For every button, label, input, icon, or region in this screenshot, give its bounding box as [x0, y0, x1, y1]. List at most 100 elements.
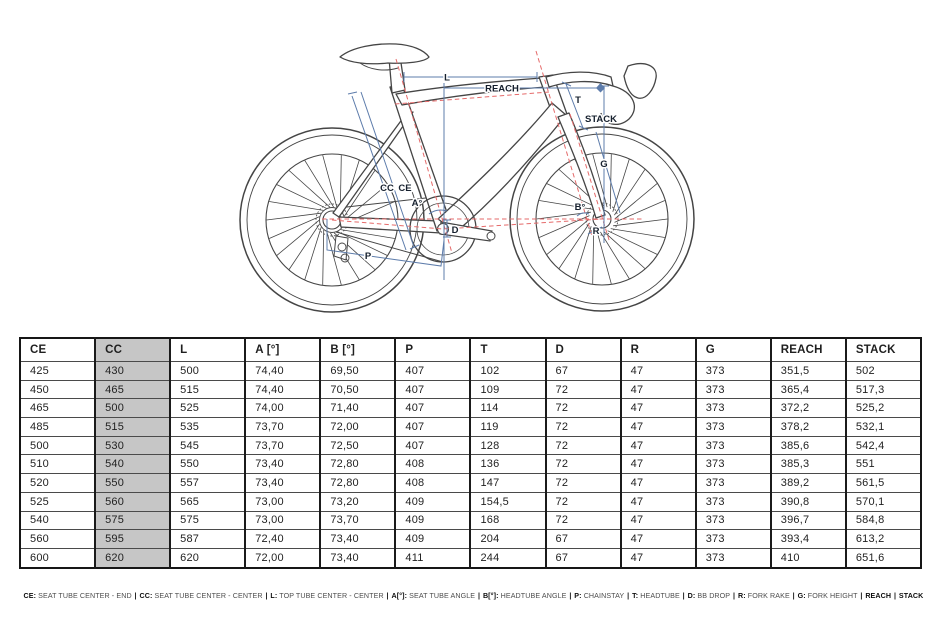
geometry-cell: 393,4 [769, 529, 846, 549]
table-row: 465 500 525 74,00 71,40 407 114 72 47 373 372,2 525… [20, 398, 921, 418]
geometry-cell: 373 [694, 435, 771, 455]
geometry-cell: 47 [619, 361, 696, 381]
legend-label: SEAT TUBE CENTER - END [38, 591, 132, 600]
label-l: L [444, 73, 450, 84]
geometry-cell: 510 [20, 454, 96, 474]
geometry-cell: 67 [544, 361, 621, 381]
geometry-cell: 373 [694, 417, 771, 437]
geometry-cell: 72 [544, 398, 621, 418]
geometry-cell: 114 [469, 398, 546, 418]
geometry-cell: 73,40 [244, 454, 321, 474]
geometry-cell: 530 [94, 435, 171, 455]
geometry-cell: 373 [694, 510, 771, 530]
table-row: 600 620 620 72,00 73,40 411 244 67 47 373 410 651,6 [20, 547, 921, 568]
geometry-cell: 47 [619, 529, 696, 549]
geometry-cell: 561,5 [844, 473, 921, 493]
geometry-cell: 525 [169, 398, 246, 418]
geometry-cell: 74,00 [244, 398, 321, 418]
geometry-cell: 128 [469, 435, 546, 455]
geometry-cell: 244 [469, 547, 546, 568]
geometry-cell: 47 [619, 547, 696, 568]
geometry-cell: 550 [169, 454, 246, 474]
geometry-cell: 485 [20, 417, 96, 437]
geometry-cell: 450 [20, 379, 96, 399]
geometry-cell: 67 [544, 529, 621, 549]
geometry-cell: 73,40 [319, 529, 396, 549]
geometry-table-header: CE CC L A [°] B [°] P T D R G REACH STACK [20, 338, 921, 362]
geometry-cell: 373 [694, 361, 771, 381]
handlebar-top [545, 71, 614, 88]
legend-key: P: [574, 591, 582, 600]
geometry-cell: 73,00 [244, 491, 321, 511]
legend-key: CE: [23, 591, 37, 600]
legend-separator: | [860, 591, 863, 600]
geometry-cell: 102 [469, 361, 546, 381]
geometry-cell: 409 [394, 529, 471, 549]
geometry-cell: 411 [394, 547, 471, 568]
legend-key: R: [737, 591, 746, 600]
geometry-cell: 72,00 [244, 547, 321, 568]
geometry-cell: 47 [619, 454, 696, 474]
legend-key: B[°]: [482, 591, 499, 600]
geometry-cell: 72,00 [319, 417, 396, 437]
handlebar-drop [600, 85, 635, 126]
geometry-cell: 73,70 [244, 417, 321, 437]
headtube-measure [561, 81, 589, 131]
geometry-cell: 651,6 [844, 547, 921, 568]
legend-label: HEADTUBE ANGLE [500, 591, 567, 600]
legend-separator: | [386, 591, 389, 600]
geometry-cell: 372,2 [769, 398, 846, 418]
geometry-cell: 136 [469, 454, 546, 474]
head-angle-arc [576, 212, 590, 217]
column-header-R: R [619, 338, 696, 362]
geometry-cell: 620 [94, 547, 171, 568]
geometry-cell: 72 [544, 491, 621, 511]
legend-separator: | [893, 591, 897, 600]
geometry-cell: 72 [544, 454, 621, 474]
pedal-spindle [486, 231, 496, 241]
geometry-cell: 47 [619, 398, 696, 418]
geometry-cell: 373 [694, 379, 771, 399]
geometry-cell: 72 [544, 417, 621, 437]
geometry-cell: 407 [394, 435, 471, 455]
geometry-cell: 72,80 [319, 454, 396, 474]
table-row: 500 530 545 73,70 72,50 407 128 72 47 373 385,6 542… [20, 435, 921, 455]
geometry-cell: 502 [844, 361, 921, 381]
column-header-STACK: STACK [844, 338, 921, 362]
geometry-cell: 373 [694, 454, 771, 474]
top-tube [395, 77, 547, 106]
geometry-cell: 407 [394, 379, 471, 399]
column-header-D: D [544, 338, 621, 362]
geometry-cell: 613,2 [844, 529, 921, 549]
seat-tube-axis [395, 58, 453, 254]
legend-separator: | [733, 591, 736, 600]
legend-label: FORK RAKE [747, 591, 790, 600]
l-line [403, 72, 538, 82]
geometry-cell: 378,2 [769, 417, 846, 437]
legend-key: G: [797, 591, 806, 600]
geometry-cell: 535 [169, 417, 246, 437]
geometry-cell: 407 [394, 361, 471, 381]
geometry-cell: 154,5 [469, 491, 546, 511]
bike-illustration: L REACH T STACK G CC CE A° D P B° R [239, 43, 695, 313]
label-d: D [452, 225, 459, 236]
geometry-cell: 407 [394, 398, 471, 418]
geometry-cell: 408 [394, 473, 471, 493]
geometry-cell: 595 [94, 529, 171, 549]
measurement-labels: L REACH T STACK G CC CE A° D P B° R [363, 71, 618, 264]
label-a-angle: A° [412, 198, 423, 209]
geometry-cell: 373 [694, 491, 771, 511]
geometry-cell: 525 [20, 491, 96, 511]
geometry-cell: 47 [619, 491, 696, 511]
header-row: CE CC L A [°] B [°] P T D R G REACH STACK [20, 338, 921, 362]
geometry-cell: 373 [694, 473, 771, 493]
down-tube [437, 102, 567, 233]
stem-marker [596, 83, 605, 93]
geometry-cell: 565 [169, 491, 246, 511]
geometry-cell: 67 [544, 547, 621, 568]
geometry-cell: 373 [694, 529, 771, 549]
geometry-cell: 557 [169, 473, 246, 493]
geometry-cell: 396,7 [769, 510, 846, 530]
legend-label: FORK HEIGHT [807, 591, 858, 600]
geometry-cell: 109 [469, 379, 546, 399]
